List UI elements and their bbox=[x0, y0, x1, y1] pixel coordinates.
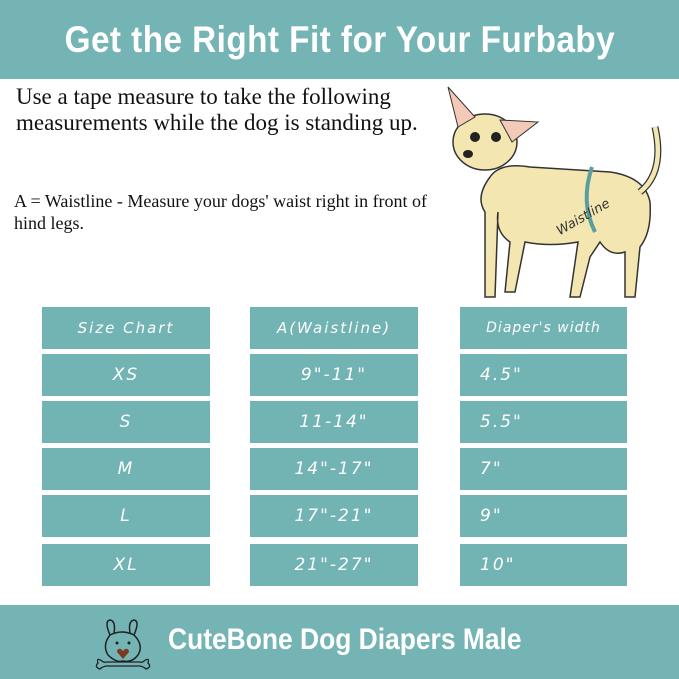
size-cell: S bbox=[42, 401, 210, 443]
size-cell: XS bbox=[42, 354, 210, 396]
waist-cell: 21"-27" bbox=[250, 544, 418, 586]
header-size-chart: Size Chart bbox=[42, 307, 210, 349]
page-title: Get the Right Fit for Your Furbaby bbox=[64, 19, 615, 60]
width-cell: 7" bbox=[460, 448, 627, 490]
waist-cell: 11-14" bbox=[250, 401, 418, 443]
size-cell: M bbox=[42, 448, 210, 490]
waist-cell: 14"-17" bbox=[250, 448, 418, 490]
brand-title: CuteBone Dog Diapers Male bbox=[168, 623, 522, 656]
chihuahua-illustration: Waistline bbox=[447, 86, 662, 298]
waist-cell: 9"-11" bbox=[250, 354, 418, 396]
header-banner: Get the Right Fit for Your Furbaby bbox=[0, 0, 679, 79]
width-cell: 5.5" bbox=[460, 401, 627, 443]
width-cell: 4.5" bbox=[460, 354, 627, 396]
size-cell: L bbox=[42, 495, 210, 537]
footer-banner: CuteBone Dog Diapers Male bbox=[0, 605, 679, 679]
dog-bone-logo-icon bbox=[95, 619, 151, 670]
width-cell: 9" bbox=[460, 495, 627, 537]
size-cell: XL bbox=[42, 544, 210, 586]
waist-cell: 17"-21" bbox=[250, 495, 418, 537]
width-cell: 10" bbox=[460, 544, 627, 586]
header-waistline: A(Waistline) bbox=[250, 307, 418, 349]
header-diaper-width: Diaper's width bbox=[460, 307, 627, 349]
waistline-note: A = Waistline - Measure your dogs' waist… bbox=[14, 191, 428, 233]
instructions: Use a tape measure to take the following… bbox=[16, 84, 418, 135]
